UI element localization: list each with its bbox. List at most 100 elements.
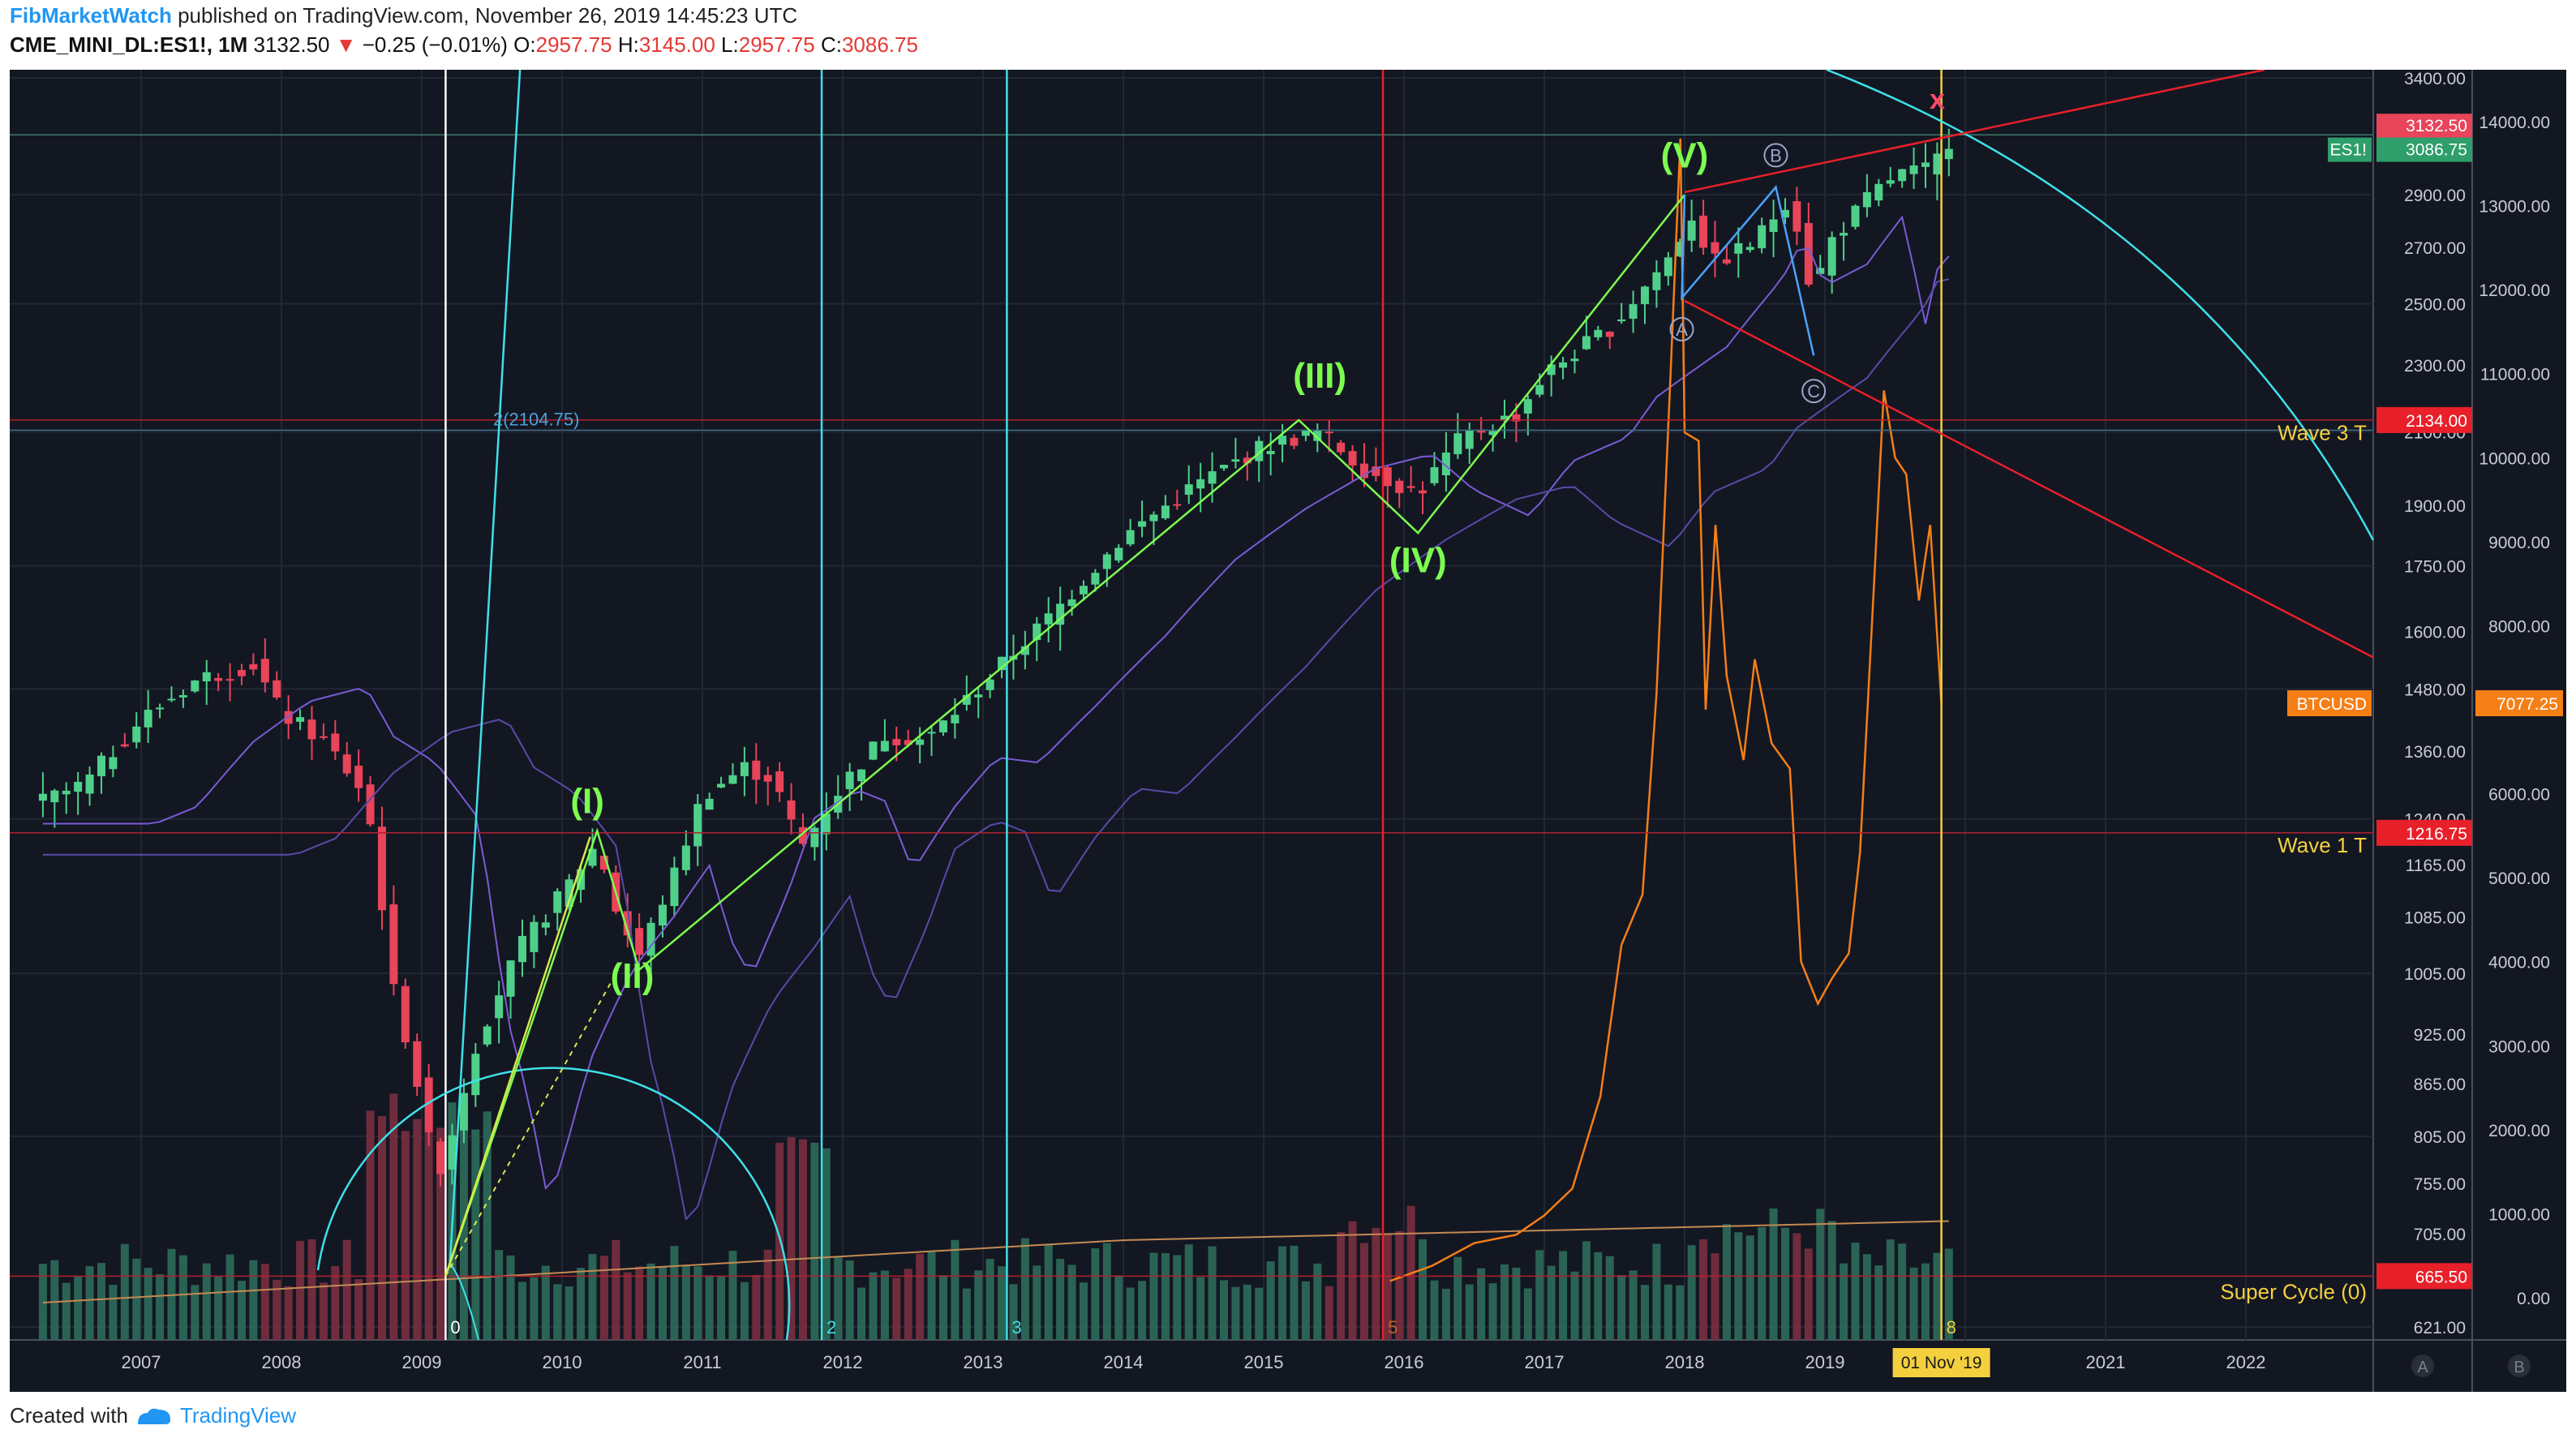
es-axis-tick: 1750.00 (2404, 558, 2466, 577)
supercycle-price-tag-text: 665.50 (2415, 1268, 2467, 1286)
candle-body (974, 694, 983, 698)
candle-body (985, 679, 994, 690)
volume-bar (985, 1259, 994, 1340)
volume-bar (1430, 1280, 1439, 1340)
candle-body (705, 798, 714, 810)
volume-bar (1944, 1248, 1953, 1340)
fib-level-label: 2(2104.75) (493, 409, 579, 429)
volume-bar (1827, 1221, 1836, 1340)
volume-bar (1348, 1221, 1357, 1340)
volume-bar (962, 1288, 971, 1340)
volume-bar (892, 1277, 901, 1340)
time-axis-tick: 2017 (1525, 1352, 1565, 1372)
candle-body (1348, 451, 1357, 466)
ma-fast-line (42, 215, 1950, 1191)
volume-bar (62, 1282, 71, 1340)
btc-axis-tick: 14000.00 (2479, 114, 2550, 132)
volume-bar (927, 1251, 936, 1340)
volume-bar (1500, 1264, 1509, 1340)
candle-body (1161, 505, 1170, 519)
candle-body (459, 1093, 468, 1131)
es-axis-tick: 2500.00 (2404, 296, 2466, 315)
btc-axis-tick: 1000.00 (2488, 1205, 2550, 1224)
wave-label: (IV) (1389, 540, 1447, 580)
candle-body (97, 755, 105, 777)
symbol-label[interactable]: CME_MINI_DL:ES1!, 1M (10, 32, 248, 57)
candle-body (1313, 430, 1322, 441)
candle-body (1406, 486, 1415, 488)
es-symbol-tag-text: ES1! (2329, 141, 2367, 160)
candle-body (1687, 220, 1696, 241)
volume-bar (1453, 1256, 1462, 1340)
candle-body (670, 867, 679, 907)
author-link[interactable]: FibMarketWatch (10, 3, 172, 28)
candle-body (471, 1054, 480, 1096)
abc-marker (1801, 379, 1827, 404)
candle-body (144, 710, 152, 728)
es-axis-tick: 805.00 (2414, 1128, 2466, 1147)
candle-body (1921, 162, 1930, 167)
btc-price-tag (2475, 690, 2563, 717)
time-axis-tick: 2018 (1665, 1352, 1705, 1372)
candle-body (436, 1141, 445, 1174)
candle-body (1465, 430, 1474, 449)
gridlines (10, 70, 2373, 1340)
candle-body (1804, 222, 1813, 285)
time-axis-tick: 2019 (1805, 1352, 1845, 1372)
price-change: −0.25 (−0.01%) (362, 32, 508, 57)
volume-bar (342, 1239, 351, 1340)
volume-bar (1441, 1288, 1450, 1340)
plot-area[interactable] (10, 70, 2373, 1340)
volume-bar (869, 1272, 878, 1340)
volume-bar (1173, 1255, 1182, 1340)
btcusd-line (1389, 138, 1943, 1282)
candle-body (424, 1077, 433, 1132)
candle-body (1290, 437, 1299, 446)
candle-body (1173, 504, 1182, 506)
time-axis[interactable] (10, 1340, 2566, 1392)
candle-body (681, 845, 690, 870)
candle-body (1243, 457, 1252, 464)
volume-bar (1079, 1282, 1088, 1340)
candle-body (1664, 257, 1672, 277)
time-axis-tick: 2013 (964, 1352, 1003, 1372)
wave-label: (I) (570, 781, 604, 821)
volume-bar (1044, 1244, 1053, 1340)
open-value: 2957.75 (535, 32, 612, 57)
cycle-label: 2 (826, 1317, 836, 1338)
candle-body (1699, 215, 1708, 248)
volume-bar (132, 1258, 141, 1340)
volume-bar (1033, 1265, 1041, 1340)
candle-body (904, 740, 912, 745)
abc-marker (1763, 143, 1788, 168)
axis-button-B[interactable] (2508, 1355, 2531, 1377)
time-axis-tick: 2022 (2226, 1352, 2266, 1372)
volume-bar (658, 1266, 667, 1340)
btc-axis-tick: 3000.00 (2488, 1037, 2550, 1056)
candle-body (260, 659, 269, 683)
candle-body (763, 775, 772, 782)
price-chart[interactable]: 0 2 3 5 8 (I) (II) (III) (IV) (V) A B Cx 2(2104.75) Wa… (10, 70, 2566, 1392)
close-value: 3086.75 (841, 32, 918, 57)
tradingview-link[interactable]: TradingView (179, 1403, 297, 1428)
fib-arc-small (451, 1265, 479, 1341)
candle-body (167, 698, 176, 701)
candle-body (1886, 180, 1895, 184)
wave-label: (III) (1293, 356, 1346, 396)
candle-body (740, 762, 749, 776)
volume-bar (506, 1255, 515, 1340)
candle-body (448, 1135, 457, 1170)
volume-bar (1465, 1284, 1474, 1340)
es-axis-tick: 755.00 (2414, 1175, 2466, 1194)
candle-body (413, 1041, 422, 1087)
candle-body (1488, 431, 1497, 436)
volume-bar (904, 1269, 912, 1340)
volume-bar (307, 1239, 316, 1340)
axis-button-A[interactable] (2411, 1355, 2434, 1377)
volume-bar (1301, 1281, 1310, 1340)
candle-body (1745, 247, 1754, 251)
candle-body (1840, 233, 1848, 236)
candle-body (483, 1026, 492, 1045)
volume-bar (191, 1285, 200, 1340)
candle-body (1255, 440, 1264, 462)
